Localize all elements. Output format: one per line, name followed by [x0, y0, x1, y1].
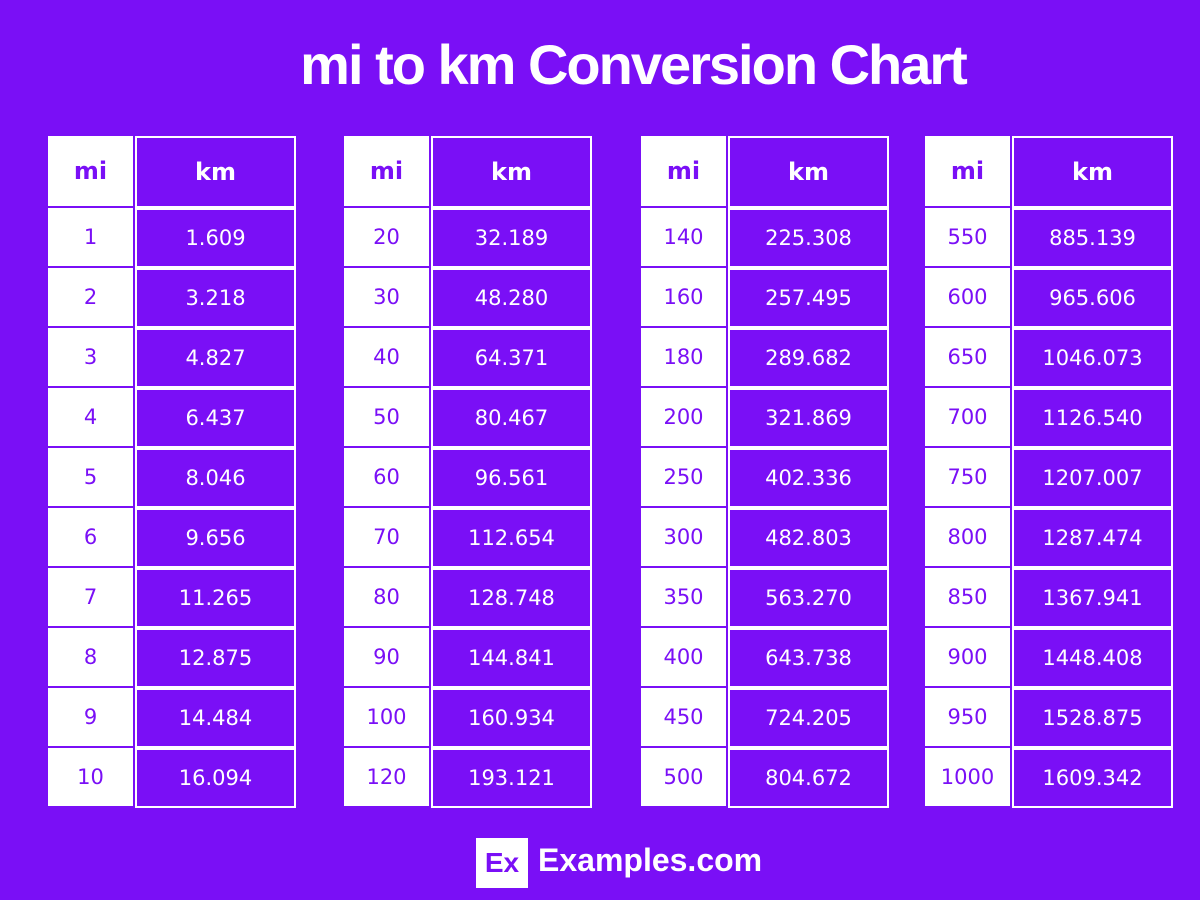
header-cell: km: [728, 136, 889, 208]
mi-cell: 3: [48, 328, 133, 386]
km-cell: 1287.474: [1012, 508, 1173, 568]
mi-cell: 1000: [925, 748, 1010, 806]
km-cell: 6.437: [135, 388, 296, 448]
km-cell: 112.654: [431, 508, 592, 568]
mi-cell: 70: [344, 508, 429, 566]
mi-cell: 700: [925, 388, 1010, 446]
km-cell: 128.748: [431, 568, 592, 628]
km-cell: 4.827: [135, 328, 296, 388]
header-cell: mi: [641, 136, 726, 206]
km-cell: 9.656: [135, 508, 296, 568]
mi-cell: 200: [641, 388, 726, 446]
km-cell: 885.139: [1012, 208, 1173, 268]
mi-cell: 950: [925, 688, 1010, 746]
mi-cell: 60: [344, 448, 429, 506]
mi-cell: 180: [641, 328, 726, 386]
km-cell: 96.561: [431, 448, 592, 508]
mi-cell: 2: [48, 268, 133, 326]
km-cell: 1528.875: [1012, 688, 1173, 748]
mi-cell: 6: [48, 508, 133, 566]
mi-cell: 20: [344, 208, 429, 266]
header-cell: mi: [344, 136, 429, 206]
mi-cell: 120: [344, 748, 429, 806]
logo: Ex: [476, 838, 528, 888]
mi-cell: 160: [641, 268, 726, 326]
brand: Examples.com: [538, 842, 763, 878]
mi-cell: 1: [48, 208, 133, 266]
mi-cell: 8: [48, 628, 133, 686]
km-cell: 12.875: [135, 628, 296, 688]
mi-cell: 750: [925, 448, 1010, 506]
km-cell: 80.467: [431, 388, 592, 448]
km-cell: 1207.007: [1012, 448, 1173, 508]
km-cell: 225.308: [728, 208, 889, 268]
mi-cell: 5: [48, 448, 133, 506]
header-cell: km: [431, 136, 592, 208]
km-cell: 1448.408: [1012, 628, 1173, 688]
mi-cell: 450: [641, 688, 726, 746]
mi-cell: 300: [641, 508, 726, 566]
km-cell: 402.336: [728, 448, 889, 508]
km-cell: 1367.941: [1012, 568, 1173, 628]
mi-cell: 650: [925, 328, 1010, 386]
mi-cell: 30: [344, 268, 429, 326]
km-cell: 563.270: [728, 568, 889, 628]
mi-cell: 100: [344, 688, 429, 746]
header-cell: km: [1012, 136, 1173, 208]
km-cell: 8.046: [135, 448, 296, 508]
header-cell: mi: [48, 136, 133, 206]
km-cell: 32.189: [431, 208, 592, 268]
km-cell: 160.934: [431, 688, 592, 748]
km-cell: 1126.540: [1012, 388, 1173, 448]
mi-cell: 400: [641, 628, 726, 686]
km-cell: 64.371: [431, 328, 592, 388]
mi-cell: 600: [925, 268, 1010, 326]
mi-cell: 500: [641, 748, 726, 806]
km-cell: 1.609: [135, 208, 296, 268]
km-cell: 11.265: [135, 568, 296, 628]
km-cell: 804.672: [728, 748, 889, 808]
mi-cell: 550: [925, 208, 1010, 266]
header-cell: km: [135, 136, 296, 208]
km-cell: 1046.073: [1012, 328, 1173, 388]
km-cell: 144.841: [431, 628, 592, 688]
km-cell: 289.682: [728, 328, 889, 388]
km-cell: 482.803: [728, 508, 889, 568]
mi-cell: 80: [344, 568, 429, 626]
mi-cell: 140: [641, 208, 726, 266]
km-cell: 48.280: [431, 268, 592, 328]
km-cell: 965.606: [1012, 268, 1173, 328]
mi-cell: 90: [344, 628, 429, 686]
mi-cell: 7: [48, 568, 133, 626]
mi-cell: 350: [641, 568, 726, 626]
mi-cell: 4: [48, 388, 133, 446]
mi-cell: 900: [925, 628, 1010, 686]
km-cell: 321.869: [728, 388, 889, 448]
mi-cell: 50: [344, 388, 429, 446]
header-cell: mi: [925, 136, 1010, 206]
km-cell: 193.121: [431, 748, 592, 808]
title: mi to km Conversion Chart: [300, 33, 968, 96]
km-cell: 643.738: [728, 628, 889, 688]
km-cell: 3.218: [135, 268, 296, 328]
km-cell: 14.484: [135, 688, 296, 748]
mi-cell: 800: [925, 508, 1010, 566]
km-cell: 257.495: [728, 268, 889, 328]
mi-cell: 40: [344, 328, 429, 386]
mi-cell: 850: [925, 568, 1010, 626]
km-cell: 1609.342: [1012, 748, 1173, 808]
km-cell: 724.205: [728, 688, 889, 748]
mi-cell: 250: [641, 448, 726, 506]
km-cell: 16.094: [135, 748, 296, 808]
mi-cell: 10: [48, 748, 133, 806]
mi-cell: 9: [48, 688, 133, 746]
